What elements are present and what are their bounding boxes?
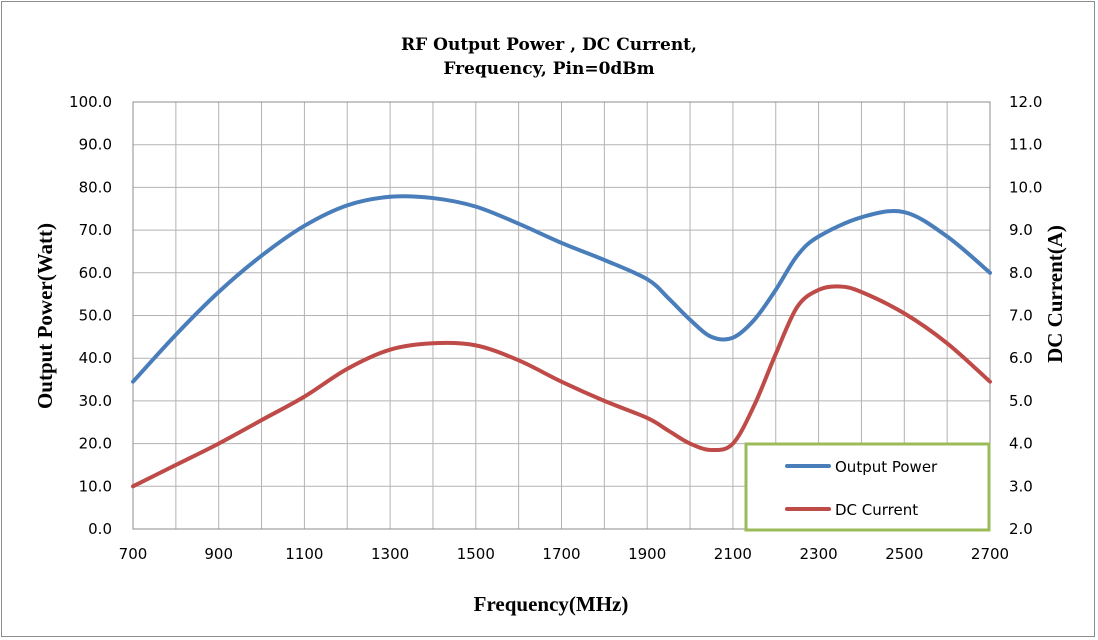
x-tick-label: 1100 bbox=[285, 545, 323, 563]
y-right-tick-label: 4.0 bbox=[1009, 435, 1033, 453]
series-line-dc-current bbox=[131, 284, 992, 489]
y-right-axis-title: DC Current(A) bbox=[1043, 225, 1067, 363]
chart-title-line-2: Frequency, Pin=0dBm bbox=[443, 59, 654, 79]
series-lines bbox=[131, 194, 992, 489]
x-tick-label: 1300 bbox=[371, 545, 409, 563]
x-tick-label: 2500 bbox=[885, 545, 923, 563]
y-right-tick-label: 3.0 bbox=[1009, 477, 1033, 495]
y-left-tick-label: 40.0 bbox=[79, 349, 112, 367]
y-right-tick-label: 6.0 bbox=[1009, 349, 1033, 367]
x-tick-label: 1500 bbox=[457, 545, 495, 563]
y-left-tick-label: 20.0 bbox=[79, 435, 112, 453]
x-tick-label: 2300 bbox=[800, 545, 838, 563]
x-tick-label: 1700 bbox=[542, 545, 580, 563]
y-left-tick-label: 90.0 bbox=[79, 136, 112, 154]
legend-label-dc-current: DC Current bbox=[835, 501, 918, 519]
tick-labels: 700 900 1100 1300 1500 1700 1900 2100 2300 2500 27… bbox=[69, 93, 1042, 563]
y-left-tick-label: 0.0 bbox=[88, 520, 112, 538]
y-right-tick-label: 7.0 bbox=[1009, 307, 1033, 325]
y-left-tick-label: 30.0 bbox=[79, 392, 112, 410]
legend-label-output-power: Output Power bbox=[835, 458, 938, 476]
x-tick-label: 900 bbox=[204, 545, 233, 563]
y-right-tick-label: 9.0 bbox=[1009, 221, 1033, 239]
x-tick-label: 2100 bbox=[714, 545, 752, 563]
plot-area bbox=[132, 101, 991, 530]
y-left-tick-label: 50.0 bbox=[79, 307, 112, 325]
y-left-tick-label: 100.0 bbox=[69, 93, 112, 111]
y-right-tick-label: 10.0 bbox=[1009, 178, 1042, 196]
y-left-tick-label: 10.0 bbox=[79, 477, 112, 495]
y-right-tick-label: 8.0 bbox=[1009, 264, 1033, 282]
legend-box bbox=[744, 442, 991, 532]
x-tick-label: 700 bbox=[119, 545, 148, 563]
y-right-tick-label: 2.0 bbox=[1009, 520, 1033, 538]
y-left-axis-title: Output Power(Watt) bbox=[33, 223, 57, 409]
chart-title-line-1: RF Output Power , DC Current, bbox=[401, 35, 697, 55]
y-left-tick-label: 60.0 bbox=[79, 264, 112, 282]
y-left-tick-label: 70.0 bbox=[79, 221, 112, 239]
series-line-output-power bbox=[131, 194, 992, 384]
x-axis-title: Frequency(MHz) bbox=[474, 592, 629, 616]
x-tick-label: 1900 bbox=[628, 545, 666, 563]
x-tick-label: 2700 bbox=[971, 545, 1009, 563]
y-right-tick-label: 11.0 bbox=[1009, 136, 1042, 154]
legend: Output Power DC Current bbox=[744, 442, 991, 532]
y-right-tick-label: 5.0 bbox=[1009, 392, 1033, 410]
y-left-tick-label: 80.0 bbox=[79, 178, 112, 196]
y-right-tick-label: 12.0 bbox=[1009, 93, 1042, 111]
